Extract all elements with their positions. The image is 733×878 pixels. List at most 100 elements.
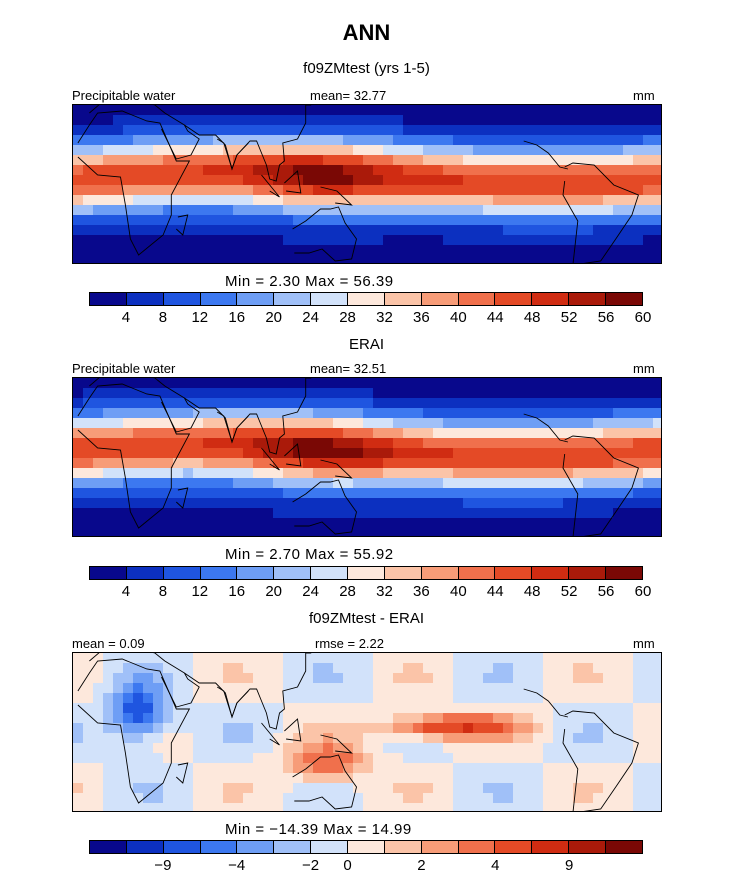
field-cell <box>93 105 103 115</box>
field-cell <box>303 125 313 135</box>
field-cell <box>123 528 133 536</box>
field-cell <box>553 793 563 803</box>
field-cell <box>643 713 653 723</box>
field-cell <box>533 235 543 245</box>
field-cell <box>603 733 613 743</box>
field-cell <box>343 115 353 125</box>
field-cell <box>143 753 153 763</box>
field-cell <box>533 135 543 145</box>
field-cell <box>413 235 423 245</box>
field-cell <box>333 498 343 508</box>
field-cell <box>263 398 273 408</box>
field-cell <box>403 125 413 135</box>
field-cell <box>333 803 343 811</box>
field-cell <box>443 743 453 753</box>
field-cell <box>93 398 103 408</box>
field-cell <box>253 508 263 518</box>
field-cell <box>643 693 653 703</box>
field-cell <box>523 478 533 488</box>
field-cell <box>593 753 603 763</box>
field-cell <box>523 763 533 773</box>
field-cell <box>223 713 233 723</box>
field-cell <box>233 388 243 398</box>
field-cell <box>323 165 333 175</box>
field-cell <box>623 753 633 763</box>
field-cell <box>403 793 413 803</box>
field-cell <box>253 793 263 803</box>
field-cell <box>303 518 313 528</box>
field-cell <box>523 135 533 145</box>
field-cell <box>153 653 163 663</box>
field-cell <box>603 255 613 263</box>
field-cell <box>253 185 263 195</box>
field-cell <box>173 135 183 145</box>
field-cell <box>633 205 643 215</box>
field-cell <box>153 255 163 263</box>
field-cell <box>303 438 313 448</box>
field-cell <box>353 528 363 536</box>
field-cell <box>563 255 573 263</box>
field-cell <box>313 235 323 245</box>
field-cell <box>563 773 573 783</box>
field-cell <box>513 378 523 388</box>
field-cell <box>363 763 373 773</box>
colorbar-swatch <box>569 841 607 853</box>
field-cell <box>133 673 143 683</box>
field-cell <box>283 673 293 683</box>
field-cell <box>553 388 563 398</box>
field-cell <box>433 713 443 723</box>
field-cell <box>253 803 263 811</box>
field-cell <box>333 488 343 498</box>
field-cell <box>573 155 583 165</box>
field-cell <box>93 468 103 478</box>
field-cell <box>143 458 153 468</box>
field-cell <box>233 693 243 703</box>
field-cell <box>203 185 213 195</box>
field-cell <box>323 803 333 811</box>
field-cell <box>453 195 463 205</box>
field-cell <box>653 165 661 175</box>
field-cell <box>513 388 523 398</box>
field-cell <box>633 468 643 478</box>
field-cell <box>633 488 643 498</box>
field-cell <box>533 703 543 713</box>
field-cell <box>233 418 243 428</box>
field-cell <box>373 663 383 673</box>
field-cell <box>503 145 513 155</box>
field-cell <box>293 185 303 195</box>
field-cell <box>83 145 93 155</box>
field-cell <box>253 733 263 743</box>
field-cell <box>453 703 463 713</box>
field-cell <box>353 803 363 811</box>
field-cell <box>513 683 523 693</box>
field-cell <box>153 803 163 811</box>
field-cell <box>243 723 253 733</box>
field-cell <box>143 378 153 388</box>
field-cell <box>93 458 103 468</box>
field-cell <box>273 448 283 458</box>
field-cell <box>473 743 483 753</box>
field-cell <box>263 135 273 145</box>
field-cell <box>393 398 403 408</box>
field-cell <box>133 408 143 418</box>
field-cell <box>413 663 423 673</box>
field-cell <box>83 803 93 811</box>
field-cell <box>113 428 123 438</box>
field-cell <box>163 498 173 508</box>
field-cell <box>643 115 653 125</box>
field-cell <box>383 388 393 398</box>
colorbar-tick-label: 20 <box>265 583 282 600</box>
field-cell <box>613 488 623 498</box>
field-cell <box>273 783 283 793</box>
field-cell <box>123 245 133 255</box>
field-cell <box>163 175 173 185</box>
field-cell <box>163 753 173 763</box>
colorbar-tick-label: 52 <box>560 309 578 326</box>
field-cell <box>303 783 313 793</box>
field-cell <box>623 653 633 663</box>
field-cell <box>183 115 193 125</box>
field-cell <box>243 468 253 478</box>
colorbar-tick-label: 16 <box>228 309 246 326</box>
field-cell <box>313 498 323 508</box>
coastline <box>292 754 357 810</box>
